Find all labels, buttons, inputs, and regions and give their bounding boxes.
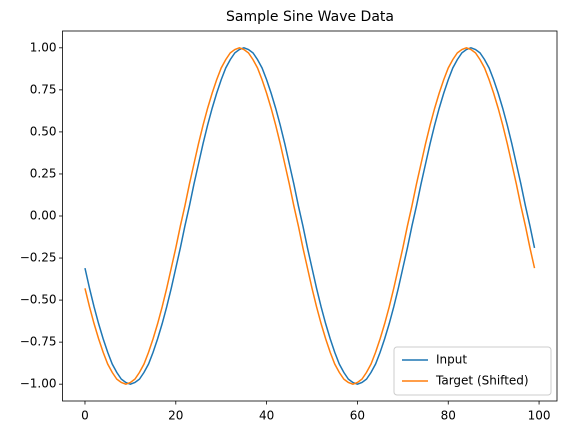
legend-box xyxy=(393,346,552,396)
x-tick-label: 100 xyxy=(528,409,551,423)
x-tick-label: 0 xyxy=(81,409,89,423)
y-tick-label: 1.00 xyxy=(30,40,57,54)
y-tick-label: −0.25 xyxy=(20,251,57,265)
y-tick-label: 0.25 xyxy=(30,166,57,180)
series-line xyxy=(84,47,536,385)
y-tick-label: 0.75 xyxy=(30,82,57,96)
x-tick-label: 20 xyxy=(168,409,183,423)
y-tick-label: 0.50 xyxy=(30,124,57,138)
series-line xyxy=(84,47,536,385)
x-tick-label: 80 xyxy=(441,409,456,423)
legend-label: Input xyxy=(436,353,467,367)
legend-label: Target (Shifted) xyxy=(435,374,529,388)
y-tick-label: −0.75 xyxy=(20,335,57,349)
chart-title: Sample Sine Wave Data xyxy=(226,9,394,25)
plot-frame xyxy=(62,30,558,402)
y-tick-label: 0.00 xyxy=(30,209,57,223)
x-tick-label: 60 xyxy=(350,409,365,423)
y-tick-label: −1.00 xyxy=(20,377,57,391)
x-tick-label: 40 xyxy=(259,409,274,423)
y-tick-label: −0.50 xyxy=(20,293,57,307)
